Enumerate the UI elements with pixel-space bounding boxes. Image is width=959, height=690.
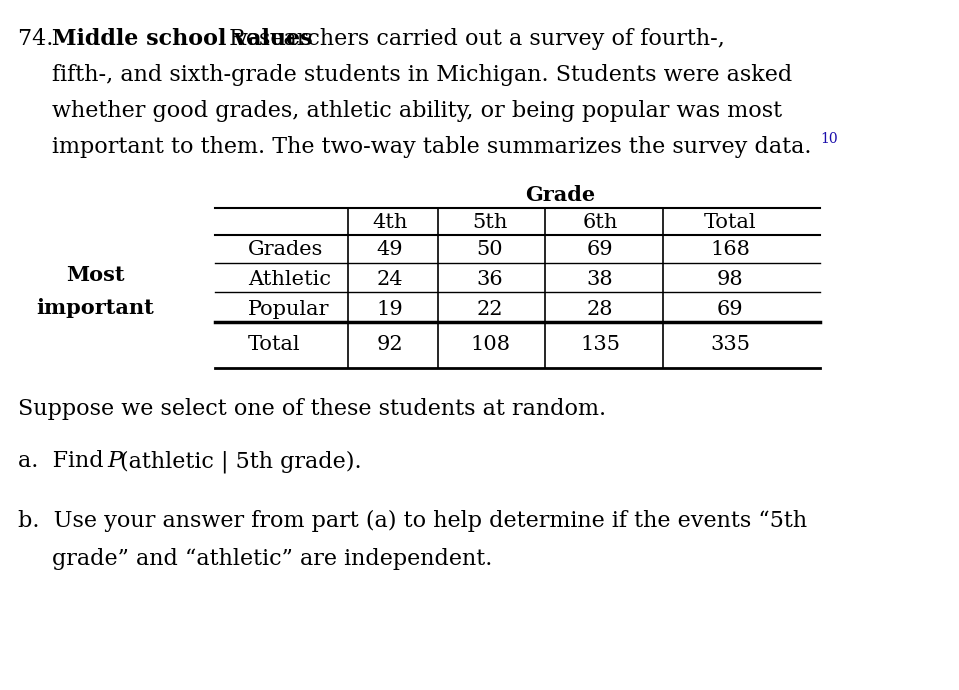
Text: fifth-, and sixth-grade students in Michigan. Students were asked: fifth-, and sixth-grade students in Mich… [52,64,792,86]
Text: (athletic | 5th grade).: (athletic | 5th grade). [120,450,362,473]
Text: Total: Total [704,213,757,232]
Text: 49: 49 [377,240,404,259]
Text: 22: 22 [477,300,503,319]
Text: a.  Find: a. Find [18,450,110,472]
Text: 335: 335 [710,335,750,354]
Text: Most: Most [66,265,125,285]
Text: 28: 28 [587,300,613,319]
Text: 19: 19 [377,300,404,319]
Text: Total: Total [248,335,300,354]
Text: 135: 135 [580,335,620,354]
Text: 5th: 5th [473,213,507,232]
Text: 10: 10 [820,132,837,146]
Text: Suppose we select one of these students at random.: Suppose we select one of these students … [18,398,606,420]
Text: 108: 108 [470,335,510,354]
Text: 6th: 6th [582,213,618,232]
Text: b.  Use your answer from part (a) to help determine if the events “5th: b. Use your answer from part (a) to help… [18,510,807,532]
Text: 168: 168 [710,240,750,259]
Text: important: important [36,298,153,318]
Text: 24: 24 [377,270,403,289]
Text: 36: 36 [477,270,503,289]
Text: Middle school values: Middle school values [52,28,313,50]
Text: grade” and “athletic” are independent.: grade” and “athletic” are independent. [52,548,492,570]
Text: 69: 69 [716,300,743,319]
Text: Researchers carried out a survey of fourth-,: Researchers carried out a survey of four… [222,28,725,50]
Text: whether good grades, athletic ability, or being popular was most: whether good grades, athletic ability, o… [52,100,783,122]
Text: Popular: Popular [248,300,330,319]
Text: 4th: 4th [372,213,408,232]
Text: 69: 69 [587,240,614,259]
Text: 50: 50 [477,240,503,259]
Text: 92: 92 [377,335,404,354]
Text: 74.: 74. [18,28,60,50]
Text: Grade: Grade [525,185,596,205]
Text: 38: 38 [587,270,614,289]
Text: important to them. The two-way table summarizes the survey data.: important to them. The two-way table sum… [52,136,811,158]
Text: Athletic: Athletic [248,270,331,289]
Text: 98: 98 [716,270,743,289]
Text: P: P [107,450,122,472]
Text: Grades: Grades [248,240,323,259]
